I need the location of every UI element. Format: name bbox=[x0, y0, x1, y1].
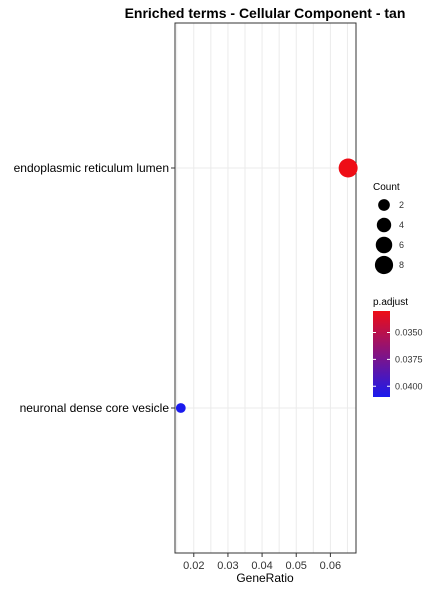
y-category-label: endoplasmic reticulum lumen bbox=[14, 161, 169, 175]
chart-title: Enriched terms - Cellular Component - ta… bbox=[125, 5, 406, 21]
x-tick-label: 0.06 bbox=[320, 560, 341, 572]
plot-border bbox=[174, 22, 357, 554]
size-legend-label: 2 bbox=[399, 200, 404, 210]
plot-panel bbox=[175, 23, 356, 553]
color-legend-title: p.adjust bbox=[373, 297, 408, 308]
x-tick-label: 0.02 bbox=[183, 560, 204, 572]
size-legend-title: Count bbox=[373, 182, 400, 193]
size-legend-key bbox=[375, 236, 393, 254]
plot-area: 0.02 0.03 0.04 0.05 0.06 endoplasmic reticulu… bbox=[14, 22, 358, 572]
color-legend-bar bbox=[373, 311, 390, 397]
x-tick-label: 0.03 bbox=[217, 560, 238, 572]
size-legend-label: 6 bbox=[399, 240, 404, 250]
size-legend-key bbox=[378, 199, 390, 211]
size-legend-key bbox=[374, 255, 394, 275]
y-category-label: neuronal dense core vesicle bbox=[20, 401, 170, 415]
size-legend-label: 8 bbox=[399, 260, 404, 270]
data-point bbox=[175, 403, 186, 413]
size-legend-key bbox=[376, 217, 392, 233]
x-tick-label: 0.04 bbox=[251, 560, 272, 572]
size-legend-label: 4 bbox=[399, 220, 404, 230]
legend: Count 2 4 6 8 p.adjust 0.0350 0.0375 0.0400 bbox=[373, 182, 423, 397]
data-point bbox=[338, 158, 358, 178]
color-legend-label: 0.0375 bbox=[395, 354, 423, 364]
x-axis-title: GeneRatio bbox=[236, 571, 294, 585]
x-tick-label: 0.05 bbox=[286, 560, 307, 572]
color-legend-label: 0.0400 bbox=[395, 381, 423, 391]
color-legend-label: 0.0350 bbox=[395, 328, 423, 338]
